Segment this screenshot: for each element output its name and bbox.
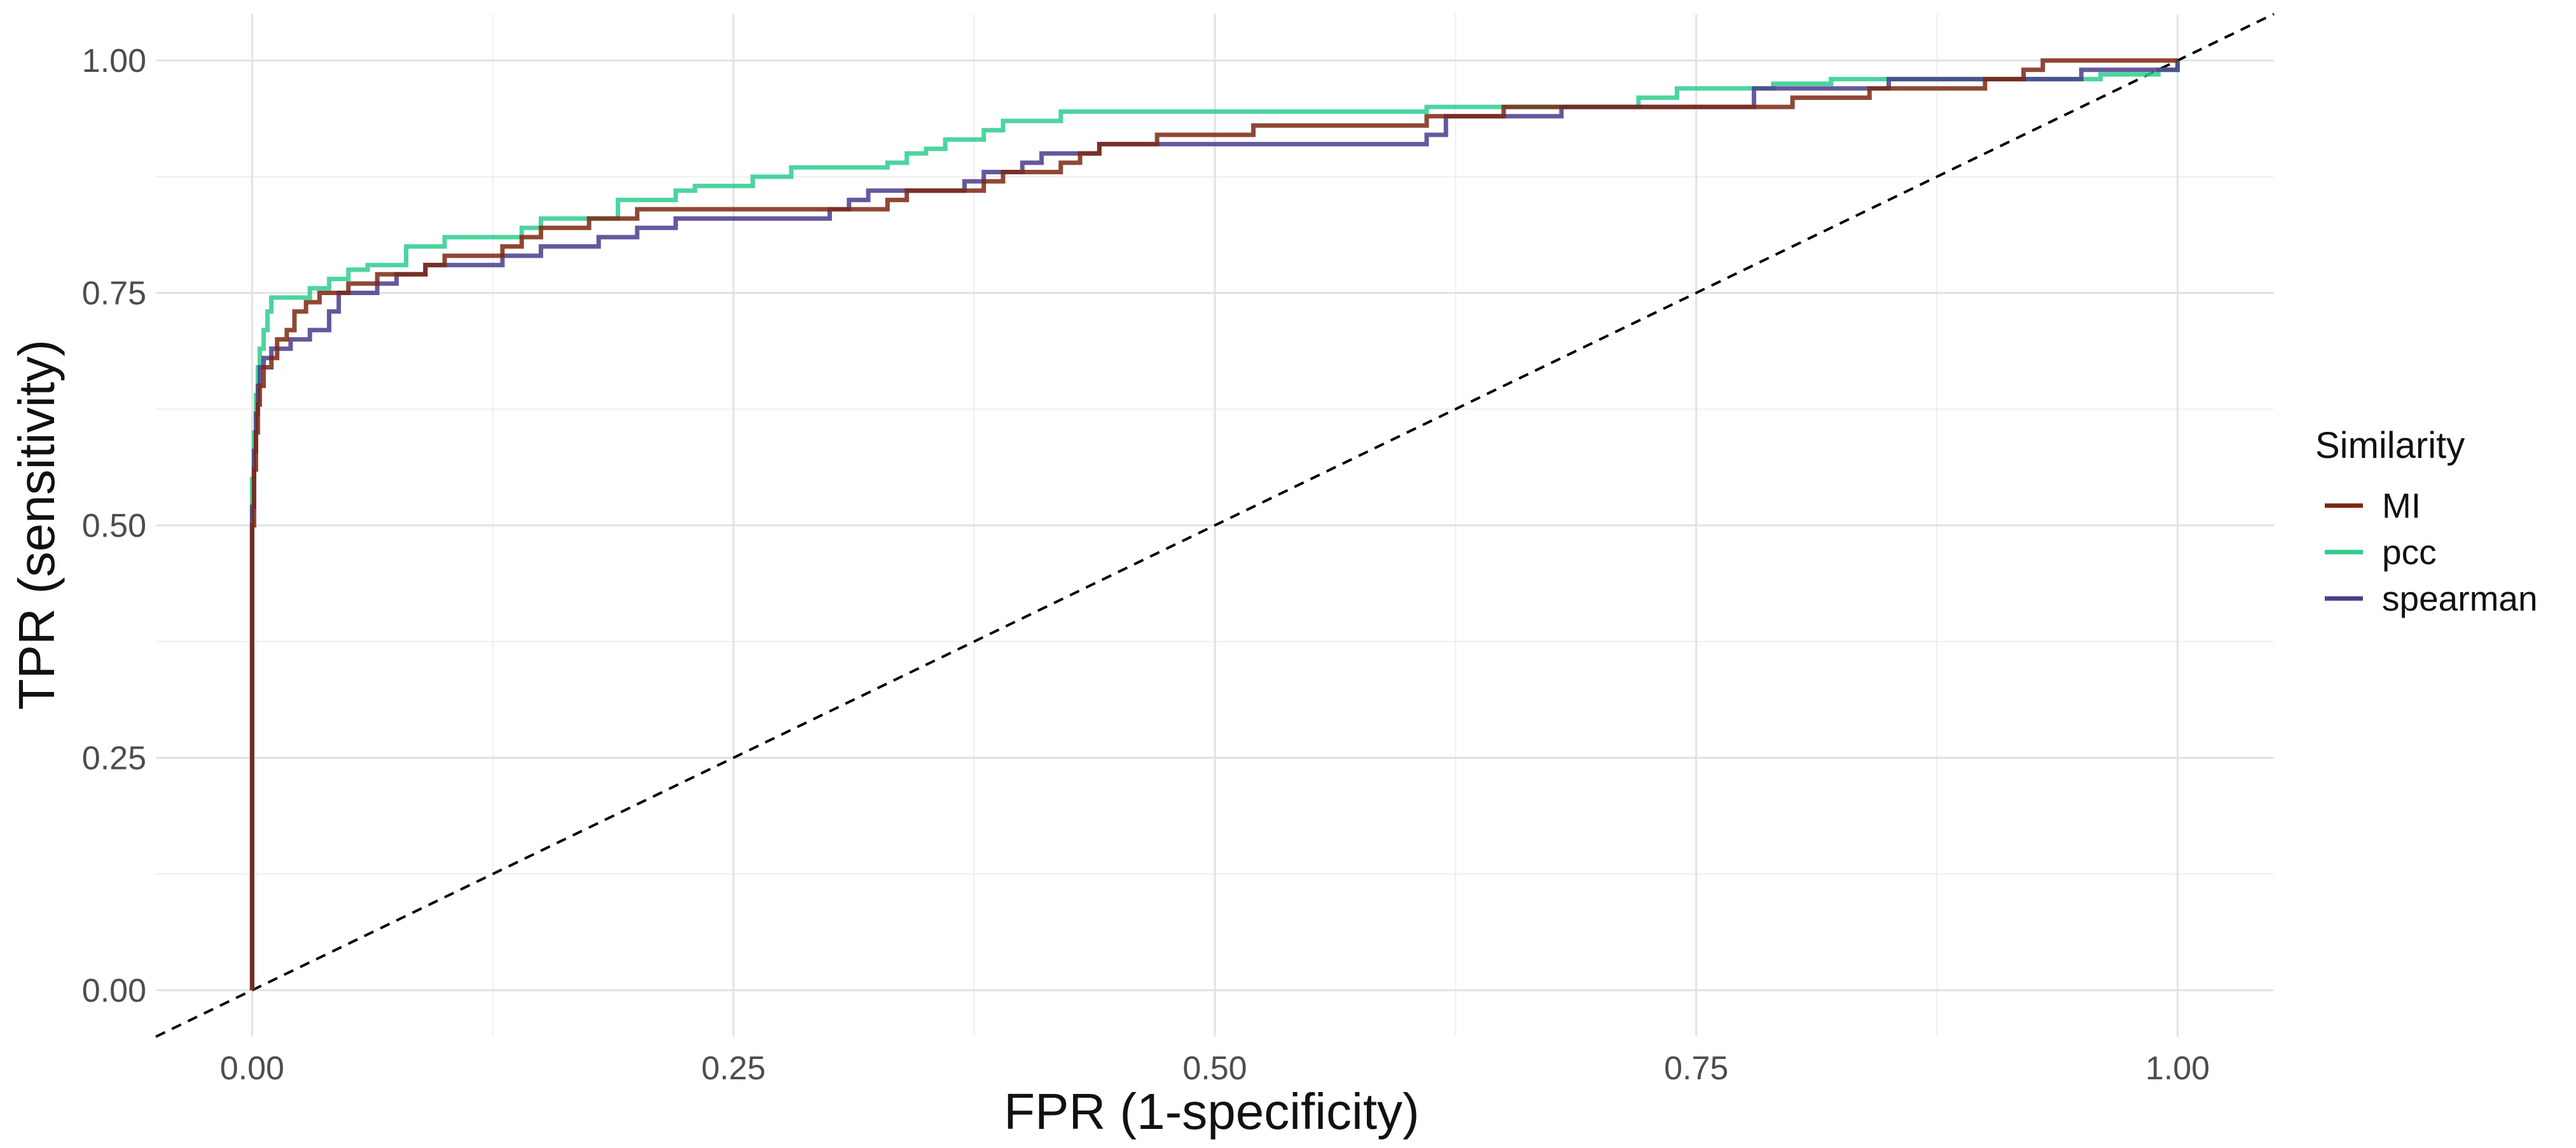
x-tick-label: 0.50 xyxy=(1182,1050,1247,1087)
x-axis-ticks: 0.00 0.25 0.50 0.75 1.00 xyxy=(220,1050,2210,1087)
legend-title: Similarity xyxy=(2315,425,2465,466)
legend-label: spearman xyxy=(2382,579,2538,618)
y-tick-label: 0.75 xyxy=(82,275,146,312)
y-tick-label: 0.50 xyxy=(82,508,146,544)
legend: Similarity MI pcc spearman xyxy=(2315,425,2538,618)
x-axis-label: FPR (1-specificity) xyxy=(1004,1083,1419,1140)
y-tick-label: 0.25 xyxy=(82,740,146,777)
series-line-pcc xyxy=(249,60,2180,990)
x-tick-label: 0.25 xyxy=(702,1050,766,1087)
legend-item-pcc: pcc xyxy=(2325,532,2437,572)
series-line-MI xyxy=(249,58,2178,990)
reference-diagonal xyxy=(155,13,2275,1038)
legend-item-MI: MI xyxy=(2325,486,2421,525)
y-axis-label: TPR (sensitivity) xyxy=(8,340,65,710)
x-tick-label: 1.00 xyxy=(2145,1050,2210,1087)
x-tick-label: 0.00 xyxy=(220,1050,284,1087)
y-axis-ticks: 0.00 0.25 0.50 0.75 1.00 xyxy=(82,43,146,1009)
legend-label: pcc xyxy=(2382,532,2437,572)
grid xyxy=(156,14,2274,1037)
y-tick-label: 0.00 xyxy=(82,972,146,1009)
legend-items: MI pcc spearman xyxy=(2325,486,2538,618)
legend-label: MI xyxy=(2382,486,2421,525)
y-tick-label: 1.00 xyxy=(82,43,146,80)
legend-item-spearman: spearman xyxy=(2325,579,2538,618)
series-lines xyxy=(249,58,2180,990)
x-tick-label: 0.75 xyxy=(1664,1050,1728,1087)
reference-diagonal-line xyxy=(155,13,2275,1038)
